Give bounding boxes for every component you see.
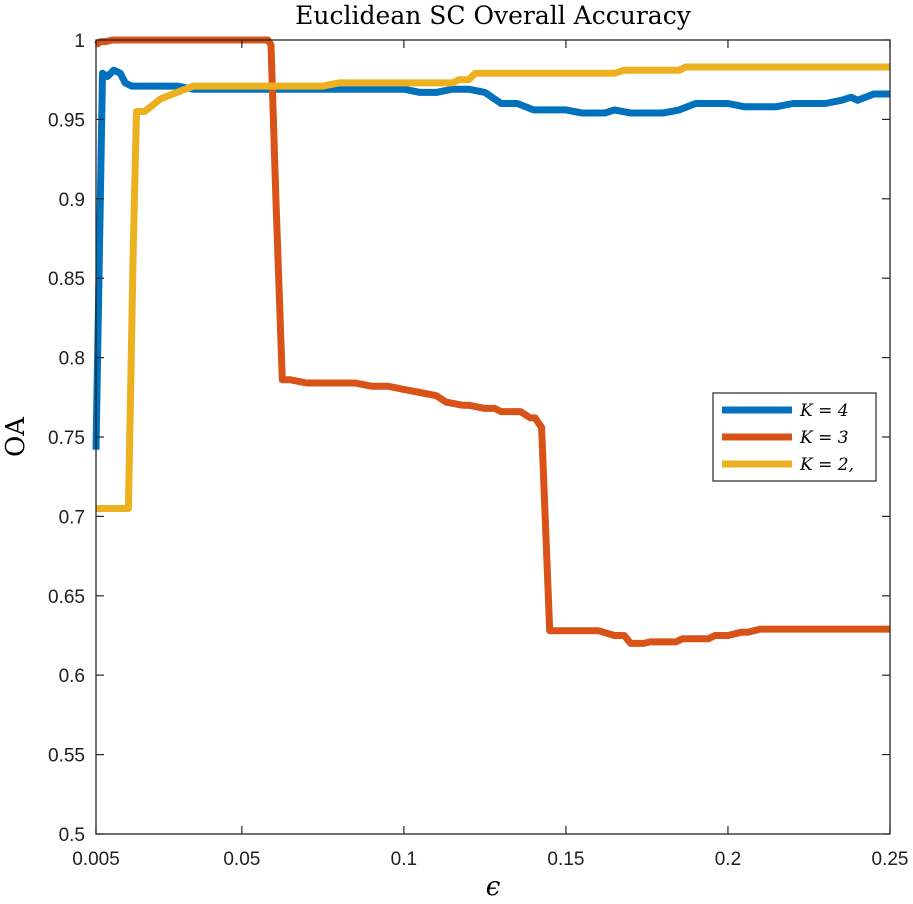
y-tick-label: 0.9: [59, 190, 85, 211]
plot-frame: [95, 39, 891, 835]
y-tick-label: 0.95: [48, 110, 85, 131]
series-line-3: [96, 63, 890, 512]
y-tick-label: 1: [74, 31, 85, 52]
legend-label-2: K = 3: [799, 428, 849, 448]
y-tick-label: 0.85: [48, 269, 85, 290]
x-tick-label: 0.05: [223, 849, 260, 870]
legend-label-1: K = 4: [799, 401, 849, 421]
y-tick-label: 0.65: [48, 587, 85, 608]
x-tick-label: 0.2: [715, 849, 741, 870]
series-line-1: [92, 66, 890, 450]
y-tick-label: 0.55: [48, 746, 85, 767]
x-axis-label: ϵ: [486, 872, 501, 902]
chart-title: Euclidean SC Overall Accuracy: [295, 1, 692, 30]
legend-label-3: K = 2,: [799, 455, 854, 475]
y-tick-label: 0.7: [59, 507, 85, 528]
y-tick-label: 0.8: [59, 349, 85, 370]
x-tick-label: 0.005: [72, 849, 120, 870]
y-tick-label: 0.75: [48, 428, 85, 449]
x-tick-label: 0.1: [391, 849, 417, 870]
y-tick-label: 0.6: [59, 666, 85, 687]
y-tick-label: 0.5: [59, 825, 85, 846]
x-tick-label: 0.25: [872, 849, 909, 870]
ticks-layer: 0.005 0.05 0.1 0.15 0.2 0.25 0.5 0.55 0.6 0.65 0.7…: [48, 31, 908, 870]
y-axis-label: OA: [1, 416, 31, 457]
legend: K = 4 K = 3 K = 2,: [712, 392, 877, 482]
x-tick-label: 0.15: [547, 849, 584, 870]
